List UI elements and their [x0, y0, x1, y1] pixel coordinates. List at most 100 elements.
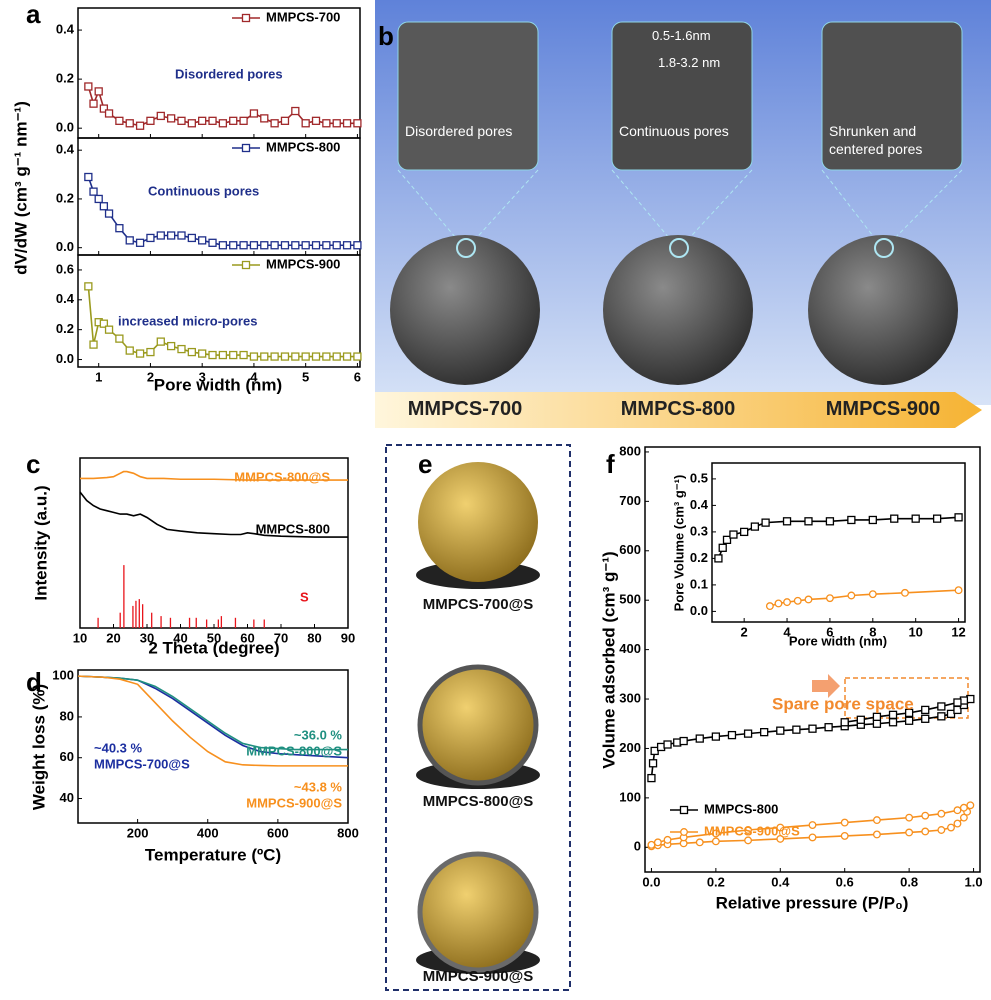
series-label: S — [300, 589, 309, 604]
zoom-circle — [456, 238, 476, 258]
x-tick-label: 0.0 — [642, 874, 660, 889]
y-tick-label: 100 — [619, 789, 641, 804]
x-tick-label: 1 — [95, 369, 102, 384]
y-axis-label: Volume adsorbed (cm³ g⁻¹) — [599, 551, 618, 768]
x-tick-label: 8 — [869, 624, 876, 639]
x-tick-label: 400 — [197, 825, 219, 840]
series-line — [647, 694, 975, 783]
x-tick-label: 0.2 — [707, 874, 725, 889]
x-tick-label: 0.8 — [900, 874, 918, 889]
y-axis-label: dV/dW (cm³ g⁻¹ nm⁻¹) — [11, 101, 30, 275]
y-tick-label: 800 — [619, 443, 641, 458]
annotation: ~43.8 % — [294, 779, 343, 794]
x-tick-label: 600 — [267, 825, 289, 840]
sphere — [603, 235, 753, 385]
x-tick-label: 4 — [250, 369, 258, 384]
series-label: MMPCS-800@S — [246, 743, 342, 758]
dimension-label: 1.8-3.2 nm — [658, 55, 721, 70]
series-line — [647, 801, 975, 851]
x-tick-label: 6 — [826, 624, 833, 639]
sphere — [808, 235, 958, 385]
series-line — [80, 470, 348, 481]
panel-e-frame — [385, 444, 571, 991]
progress-arrow — [375, 392, 982, 428]
plot-frame — [77, 254, 361, 368]
x-axis-label: Pore width (nm) — [154, 375, 282, 394]
inset-caption: Shrunken and centered pores — [829, 123, 923, 157]
zoom-inset — [611, 21, 753, 171]
x-axis-label: Temperature (ºC) — [145, 845, 281, 864]
sphere — [418, 462, 538, 582]
y-tick-label: 0.4 — [56, 22, 75, 37]
y-axis-label: Intensity (a.u.) — [31, 485, 50, 600]
x-tick-label: 30 — [140, 630, 154, 645]
y-tick-label: 80 — [60, 708, 74, 723]
y-axis-label: Pore Volume (cm³ g⁻¹) — [671, 475, 686, 612]
x-tick-label: 200 — [127, 825, 149, 840]
series-label: MMPCS-800 — [256, 521, 330, 536]
zoom-inset — [397, 21, 539, 171]
y-tick-label: 0.4 — [56, 291, 75, 306]
x-axis-label: Relative pressure (P/P₀) — [716, 893, 909, 912]
series-line — [77, 675, 348, 767]
x-tick-label: 0.6 — [836, 874, 854, 889]
y-tick-label: 0.6 — [56, 261, 74, 276]
series-line — [84, 282, 362, 361]
x-tick-label: 1.0 — [965, 874, 983, 889]
x-tick-label: 70 — [274, 630, 288, 645]
plot-frame — [711, 462, 966, 623]
x-tick-label: 80 — [307, 630, 321, 645]
series-line — [765, 586, 963, 611]
legend-label: MMPCS-700 — [266, 9, 340, 24]
annotation: Spare pore space — [772, 694, 914, 713]
panel-letter: b — [378, 21, 394, 51]
sample-label: MMPCS-800@S — [422, 793, 534, 810]
legend-label: MMPCS-800 — [704, 801, 778, 816]
annotation: increased micro-pores — [118, 313, 257, 328]
series-label: MMPCS-900@S — [246, 795, 342, 810]
series-line — [77, 675, 348, 751]
y-tick-label: 0.0 — [56, 351, 74, 366]
y-tick-label: 0.0 — [56, 239, 74, 254]
plot-frame — [644, 446, 981, 873]
x-tick-label: 10 — [908, 624, 922, 639]
y-tick-label: 500 — [619, 592, 641, 607]
y-tick-label: 0 — [634, 839, 641, 854]
series-label: MMPCS-700@S — [94, 756, 190, 771]
y-tick-label: 0.5 — [690, 470, 708, 485]
x-tick-label: 6 — [354, 369, 361, 384]
inset-caption: Continuous pores — [619, 123, 729, 139]
x-tick-label: 10 — [73, 630, 87, 645]
sphere — [417, 664, 539, 786]
y-tick-label: 0.0 — [56, 120, 74, 135]
y-tick-label: 60 — [60, 749, 74, 764]
x-axis-label: 2 Theta (degree) — [148, 638, 279, 657]
x-tick-label: 90 — [341, 630, 355, 645]
y-axis-label: Weight loss (%) — [29, 684, 48, 810]
sample-label: MMPCS-800 — [620, 398, 736, 420]
x-tick-label: 3 — [199, 369, 206, 384]
sample-label: MMPCS-700@S — [422, 596, 534, 613]
sample-label: MMPCS-900 — [825, 398, 941, 420]
y-tick-label: 400 — [619, 641, 641, 656]
y-tick-label: 0.2 — [56, 321, 74, 336]
y-tick-label: 40 — [60, 790, 74, 805]
pointer-arrow — [812, 674, 840, 698]
y-tick-label: 0.2 — [56, 190, 74, 205]
y-tick-label: 0.0 — [690, 603, 708, 618]
y-tick-label: 0.2 — [56, 71, 74, 86]
x-tick-label: 0.4 — [771, 874, 790, 889]
x-tick-label: 2 — [147, 369, 154, 384]
panel-letter: f — [606, 449, 615, 479]
x-tick-label: 4 — [783, 624, 791, 639]
x-tick-label: 60 — [240, 630, 254, 645]
sample-label: MMPCS-900@S — [422, 968, 534, 985]
series-line — [84, 172, 362, 250]
x-tick-label: 50 — [207, 630, 221, 645]
zoom-inset — [821, 21, 963, 171]
y-tick-label: 300 — [619, 690, 641, 705]
y-tick-label: 0.4 — [690, 497, 709, 512]
zoom-circle — [874, 238, 894, 258]
